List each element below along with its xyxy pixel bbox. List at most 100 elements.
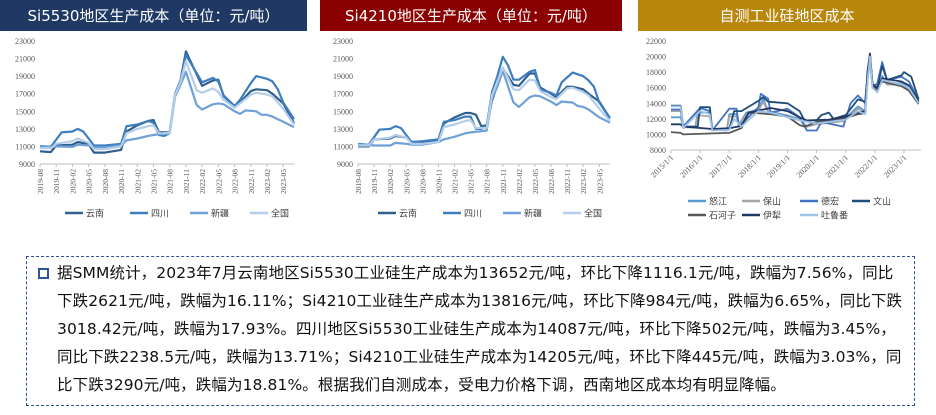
chart-si4210: 9000 11000 13000 15000 17000 19000 21000 23000 2… (333, 37, 611, 220)
x-tick-label: 2020-11 (117, 169, 126, 194)
x-tick-label: 2022-02 (515, 169, 524, 194)
x-tick-label: 2021/1/1 (824, 153, 850, 179)
x-tick-label: 2019-11 (52, 169, 61, 194)
chart-self-measured: 8000 10000 12000 14000 16000 18000 20000 22000 2… (646, 37, 921, 222)
y-tick-label: 11000 (15, 142, 35, 151)
x-tick-label: 2021-08 (483, 169, 492, 194)
bullet-square-icon (38, 268, 49, 279)
legend-label: 吐鲁番 (821, 210, 848, 222)
x-tick-label: 2022-08 (547, 169, 556, 194)
y-tick-label: 18000 (646, 68, 666, 77)
series-line-伊犁 (671, 52, 920, 130)
chart-title-self-measured: 自测工业硅地区成本 (638, 0, 936, 31)
x-tick-label: 2022-05 (214, 169, 223, 194)
chart-title-si5530: Si5530地区生产成本（单位：元/吨） (0, 0, 307, 31)
y-tick-label: 13000 (15, 125, 35, 134)
x-tick-label: 2022-08 (231, 169, 240, 194)
summary-line: 比下跌3290元/吨，跌幅为18.81%。根据我们自测成本，受电力价格下调，西南… (57, 376, 786, 394)
x-tick-label: 2015/1/1 (649, 153, 675, 179)
x-tick-label: 2023/1/1 (882, 153, 908, 179)
series-line-吐鲁番 (671, 55, 920, 132)
series-line-四川 (357, 55, 611, 146)
y-tick-label: 22000 (646, 37, 666, 46)
x-tick-label: 2022/1/1 (853, 153, 879, 179)
series-line-云南 (39, 50, 295, 154)
legend-label: 怒江 (709, 196, 727, 208)
legend-label: 全国 (584, 208, 602, 220)
x-tick-label: 2021-05 (149, 169, 158, 194)
summary-line: 同比下跌2238.5元/吨，跌幅为13.71%；Si4210工业硅生产成本为14… (57, 348, 902, 366)
legend-label: 新疆 (211, 208, 229, 220)
y-tick-label: 8000 (650, 146, 666, 155)
x-tick-label: 2021-02 (133, 169, 142, 194)
x-tick-label: 2021-08 (166, 169, 175, 194)
x-tick-label: 2017/1/1 (707, 153, 733, 179)
legend-label: 四川 (464, 210, 482, 220)
y-tick-label: 17000 (333, 90, 353, 99)
summary-line: 3018.42元/吨，跌幅为17.93%。四川地区Si5530工业硅生产成本为1… (57, 320, 896, 338)
legend-label: 新疆 (524, 208, 542, 220)
chart-si5530: 9000 11000 13000 15000 17000 19000 21000 23000 2… (15, 37, 295, 220)
legend-label: 全国 (271, 208, 289, 220)
y-tick-label: 14000 (646, 99, 666, 108)
y-tick-label: 10000 (646, 130, 666, 139)
x-tick-label: 2020-02 (386, 169, 395, 194)
y-tick-label: 13000 (333, 125, 353, 134)
x-tick-label: 2021-11 (182, 169, 191, 194)
legend-label: 德宏 (821, 196, 839, 208)
y-tick-label: 20000 (646, 53, 666, 62)
legend-label: 石河子 (709, 210, 736, 222)
y-tick-label: 12000 (646, 115, 666, 124)
y-tick-label: 9000 (337, 160, 353, 169)
chart-title-si4210: Si4210地区生产成本（单位：元/吨） (320, 0, 622, 31)
y-tick-label: 9000 (19, 160, 35, 169)
y-tick-label: 11000 (333, 142, 353, 151)
legend-label: 云南 (86, 208, 104, 220)
x-tick-label: 2020-05 (402, 169, 411, 194)
y-tick-label: 21000 (333, 55, 353, 64)
x-tick-label: 2022-11 (563, 169, 572, 194)
series-line-全国 (40, 60, 295, 151)
y-tick-label: 15000 (15, 107, 35, 116)
y-tick-label: 19000 (333, 72, 353, 81)
y-tick-label: 16000 (646, 84, 666, 93)
series-line-全国 (358, 66, 611, 147)
y-tick-label: 15000 (333, 107, 353, 116)
x-tick-label: 2019-11 (370, 169, 379, 194)
x-tick-label: 2020-02 (68, 169, 77, 194)
x-tick-label: 2022-11 (247, 169, 256, 194)
legend-label: 云南 (399, 208, 417, 220)
x-tick-label: 2022-05 (531, 169, 540, 194)
y-tick-label: 23000 (333, 37, 353, 46)
y-tick-label: 23000 (15, 37, 35, 46)
summary-box: 据SMM统计，2023年7月云南地区Si5530工业硅生产成本为13652元/吨… (26, 256, 915, 406)
summary-line: 下跌2621元/吨，跌幅为16.11%；Si4210工业硅生产成本为13816元… (57, 292, 903, 310)
legend-label: 文山 (873, 196, 891, 208)
x-tick-label: 2023-05 (595, 169, 604, 194)
x-tick-label: 2021-02 (451, 169, 460, 194)
y-tick-label: 21000 (15, 55, 35, 64)
x-tick-label: 2023-02 (579, 169, 588, 194)
x-tick-label: 2021-11 (499, 169, 508, 194)
legend-label: 伊犁 (763, 210, 781, 222)
x-tick-label: 2019/1/1 (765, 153, 791, 179)
summary-line: 据SMM统计，2023年7月云南地区Si5530工业硅生产成本为13652元/吨… (57, 264, 894, 282)
x-tick-label: 2018/1/1 (736, 153, 762, 179)
x-tick-label: 2023-05 (279, 169, 288, 194)
x-tick-label: 2022-02 (198, 169, 207, 194)
y-tick-label: 19000 (15, 72, 35, 81)
y-tick-label: 17000 (15, 90, 35, 99)
series-line-新疆 (358, 69, 611, 147)
x-tick-label: 2016/1/1 (678, 153, 704, 179)
x-tick-label: 2023-02 (263, 169, 272, 194)
legend-label: 四川 (151, 210, 169, 220)
series-line-新疆 (39, 70, 295, 149)
x-tick-label: 2020-11 (434, 169, 443, 194)
x-tick-label: 2020-05 (85, 169, 94, 194)
x-tick-label: 2019-08 (36, 169, 45, 194)
x-tick-label: 2020/1/1 (795, 153, 821, 179)
legend-label: 保山 (763, 196, 781, 208)
x-tick-label: 2020-08 (418, 169, 427, 194)
x-tick-label: 2020-08 (101, 169, 110, 194)
x-tick-label: 2019-08 (354, 169, 363, 194)
